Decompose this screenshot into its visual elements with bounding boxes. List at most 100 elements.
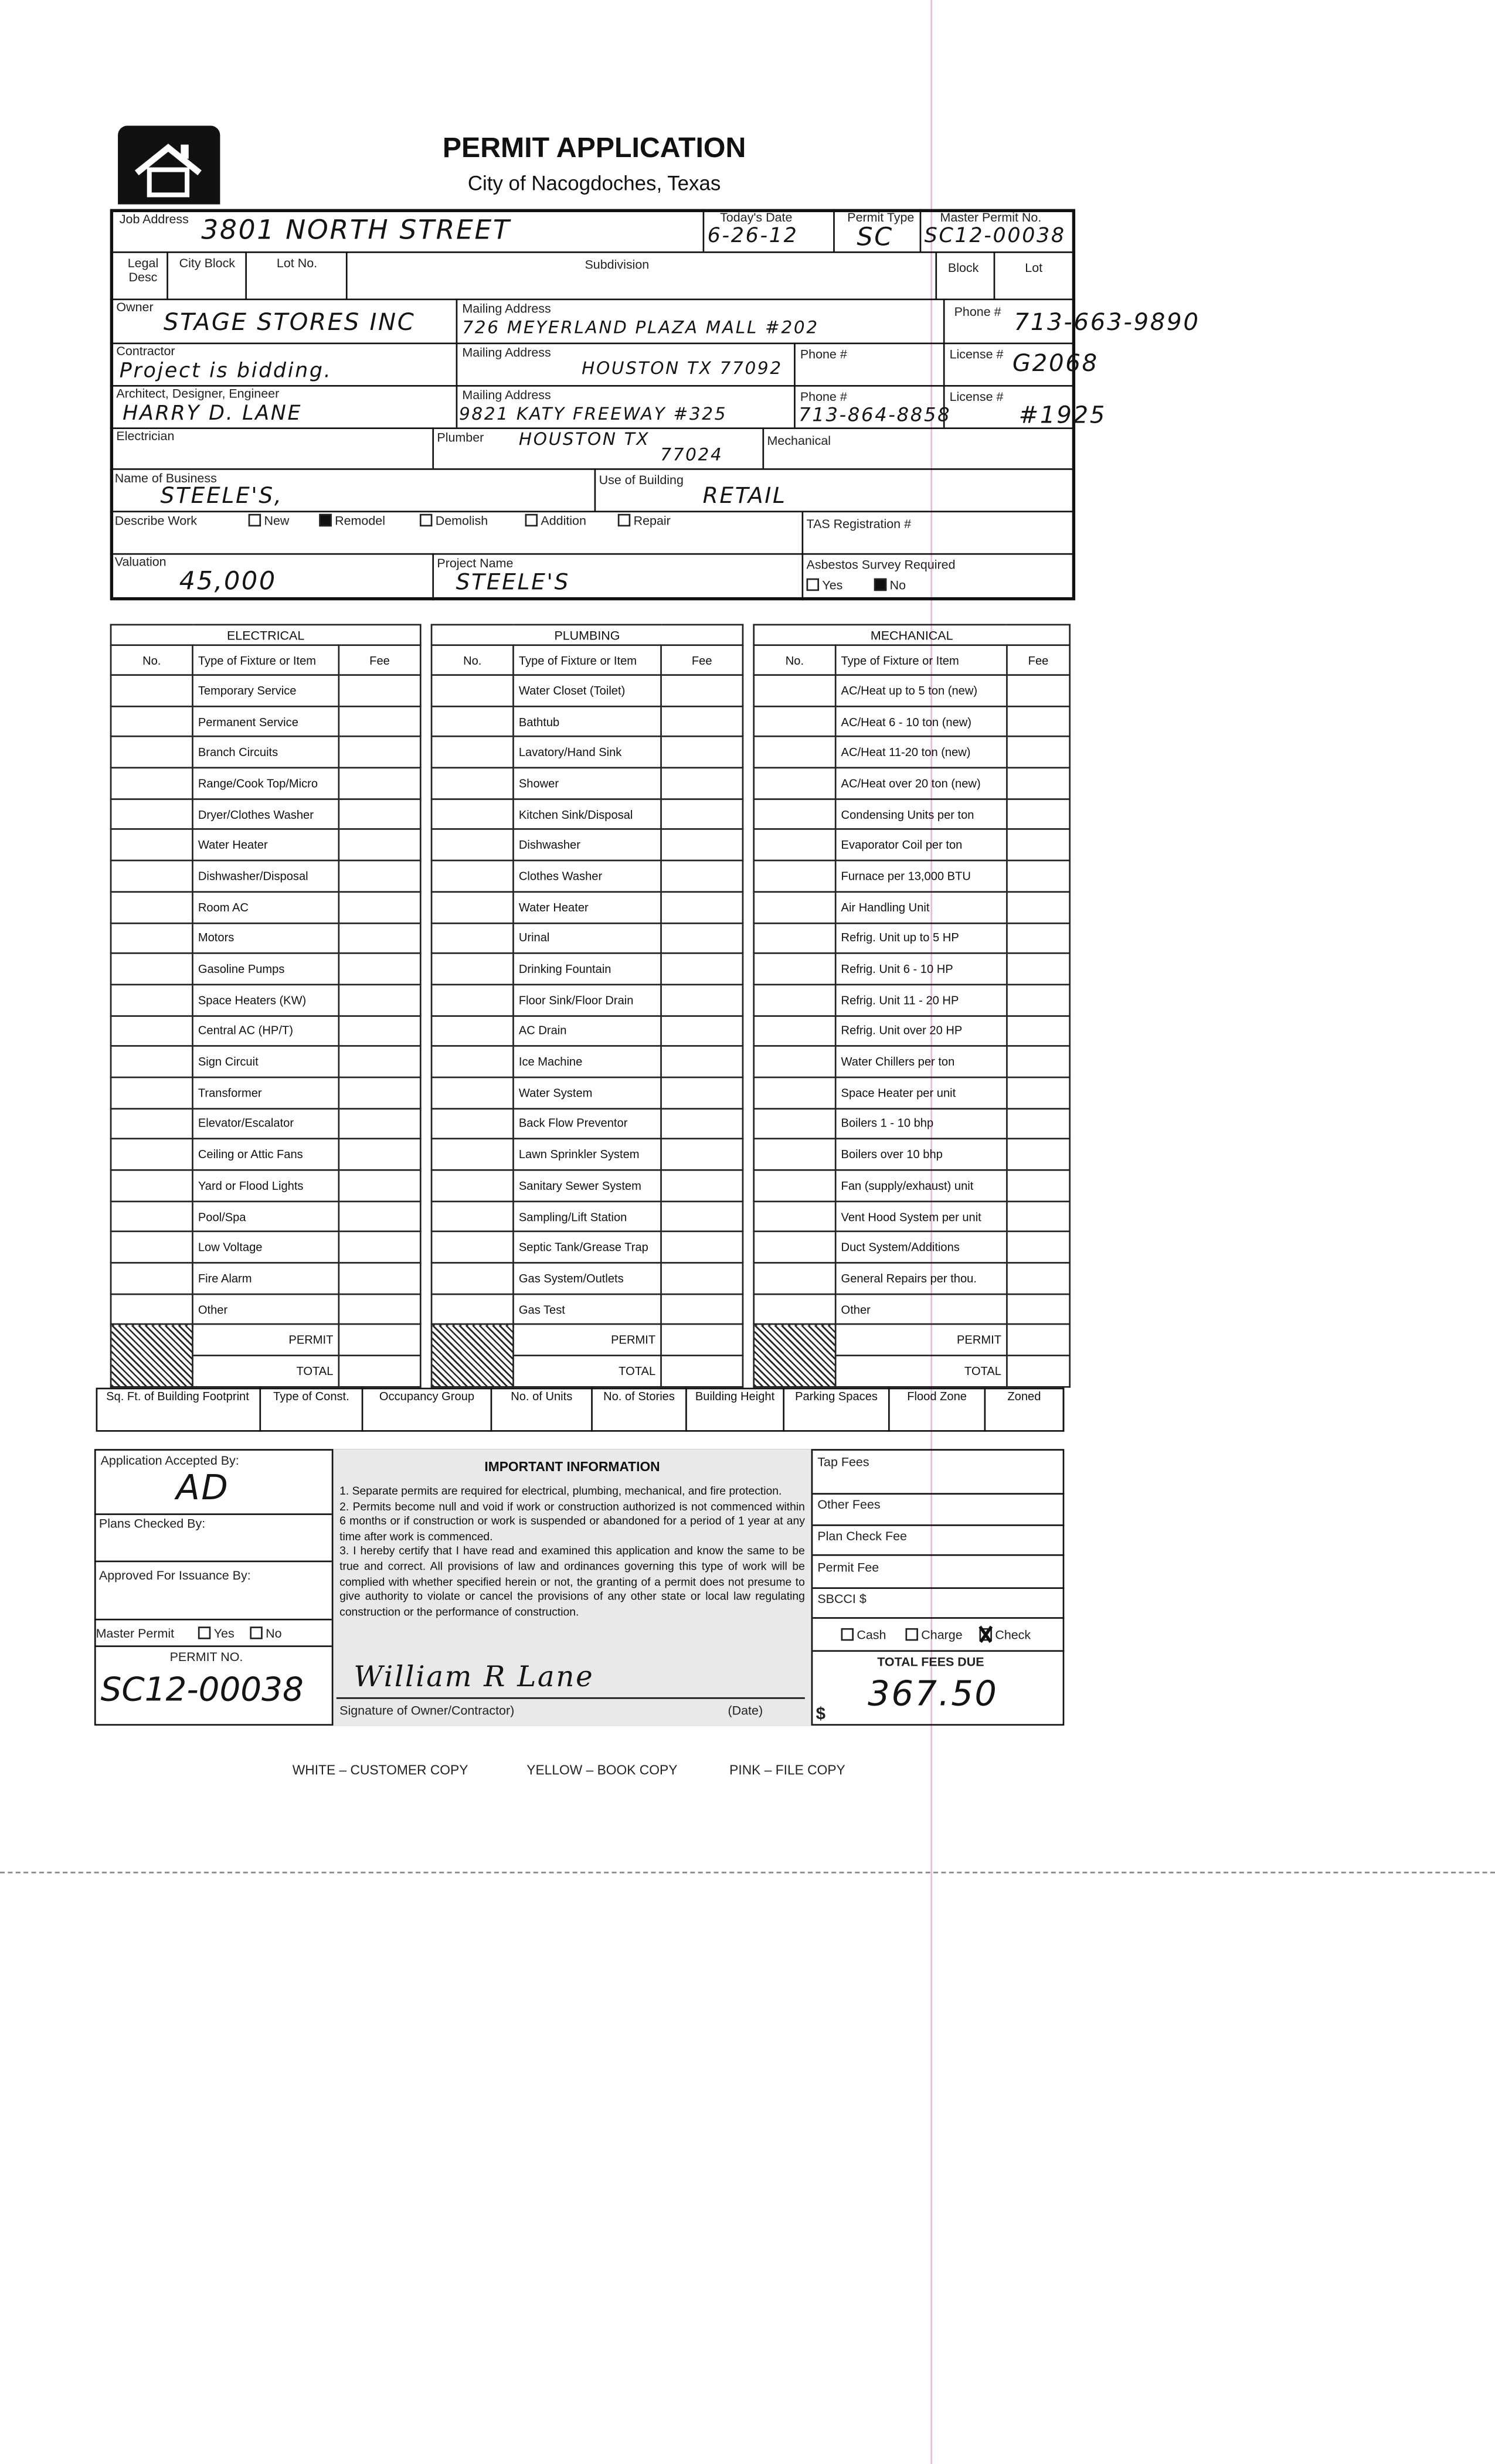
building-field[interactable]: No. of Units bbox=[492, 1387, 593, 1432]
no-cell[interactable] bbox=[430, 767, 514, 800]
fee-cell[interactable] bbox=[1006, 767, 1071, 800]
fee-cell[interactable] bbox=[338, 1262, 422, 1295]
fee-cell[interactable] bbox=[1006, 1076, 1071, 1110]
fee-cell[interactable] bbox=[1006, 890, 1071, 924]
building-field[interactable]: Parking Spaces bbox=[784, 1387, 890, 1432]
accepted-by-initials[interactable]: AD bbox=[176, 1469, 230, 1509]
architect-phone-field[interactable]: 713-864-8858 bbox=[799, 404, 952, 426]
fee-cell[interactable] bbox=[1006, 674, 1071, 707]
no-cell[interactable] bbox=[430, 798, 514, 831]
no-cell[interactable] bbox=[430, 1107, 514, 1140]
no-cell[interactable] bbox=[110, 1200, 193, 1233]
fee-cell[interactable] bbox=[1006, 1231, 1071, 1264]
no-cell[interactable] bbox=[430, 736, 514, 769]
describe-demolish-checkbox[interactable]: Demolish bbox=[419, 513, 488, 528]
fee-cell[interactable] bbox=[1006, 1138, 1071, 1171]
fee-cell[interactable] bbox=[660, 1262, 744, 1295]
no-cell[interactable] bbox=[430, 860, 514, 893]
fee-cell[interactable] bbox=[1006, 736, 1071, 769]
no-cell[interactable] bbox=[110, 921, 193, 955]
fee-cell[interactable] bbox=[660, 674, 744, 707]
job-address-field[interactable]: 3801 NORTH STREET bbox=[201, 215, 511, 247]
project-name-field[interactable]: STEELE'S bbox=[456, 570, 570, 596]
building-field[interactable]: Sq. Ft. of Building Footprint bbox=[96, 1387, 261, 1432]
fee-cell[interactable] bbox=[660, 767, 744, 800]
no-cell[interactable] bbox=[110, 890, 193, 924]
fee-cell[interactable] bbox=[1006, 952, 1071, 985]
no-cell[interactable] bbox=[430, 829, 514, 862]
no-cell[interactable] bbox=[430, 1076, 514, 1110]
fee-cell[interactable] bbox=[660, 1138, 744, 1171]
no-cell[interactable] bbox=[753, 1015, 837, 1047]
no-cell[interactable] bbox=[753, 705, 837, 738]
architect-license-field[interactable]: #1925 bbox=[1018, 400, 1107, 430]
describe-addition-checkbox[interactable]: Addition bbox=[525, 513, 586, 528]
business-name-field[interactable]: STEELE'S, bbox=[160, 484, 283, 509]
fee-cell[interactable] bbox=[660, 736, 744, 769]
no-cell[interactable] bbox=[110, 674, 193, 707]
no-cell[interactable] bbox=[110, 829, 193, 862]
permit-no-field[interactable]: SC12-00038 bbox=[100, 1670, 304, 1709]
no-cell[interactable] bbox=[753, 829, 837, 862]
fee-cell[interactable] bbox=[338, 983, 422, 1016]
no-cell[interactable] bbox=[753, 1138, 837, 1171]
building-field[interactable]: Flood Zone bbox=[890, 1387, 986, 1432]
no-cell[interactable] bbox=[110, 1231, 193, 1264]
building-field[interactable]: Building Height bbox=[687, 1387, 785, 1432]
fee-cell[interactable] bbox=[1006, 1045, 1071, 1078]
fee-cell[interactable] bbox=[338, 705, 422, 738]
permit-type-field[interactable]: SC bbox=[857, 222, 893, 252]
no-cell[interactable] bbox=[430, 674, 514, 707]
fee-cell[interactable] bbox=[338, 1231, 422, 1264]
fee-cell[interactable] bbox=[338, 1045, 422, 1078]
no-cell[interactable] bbox=[110, 1169, 193, 1202]
fee-cell[interactable] bbox=[338, 860, 422, 893]
permit-fee-cell[interactable] bbox=[338, 1323, 422, 1357]
fee-cell[interactable] bbox=[1006, 1015, 1071, 1047]
check-checkbox[interactable]: Check bbox=[979, 1628, 1031, 1642]
no-cell[interactable] bbox=[110, 1262, 193, 1295]
fee-cell[interactable] bbox=[660, 1293, 744, 1326]
no-cell[interactable] bbox=[430, 705, 514, 738]
describe-new-checkbox[interactable]: New bbox=[248, 513, 289, 528]
no-cell[interactable] bbox=[110, 952, 193, 985]
fee-cell[interactable] bbox=[338, 1169, 422, 1202]
building-field[interactable]: No. of Stories bbox=[593, 1387, 687, 1432]
contractor-license-field[interactable]: G2068 bbox=[1012, 349, 1099, 377]
fee-cell[interactable] bbox=[660, 1107, 744, 1140]
no-cell[interactable] bbox=[753, 736, 837, 769]
owner-mailing-line2[interactable]: HOUSTON TX 77092 bbox=[582, 358, 783, 379]
fee-cell[interactable] bbox=[1006, 1169, 1071, 1202]
no-cell[interactable] bbox=[110, 736, 193, 769]
no-cell[interactable] bbox=[110, 1293, 193, 1326]
describe-remodel-checkbox[interactable]: Remodel bbox=[319, 513, 385, 528]
no-cell[interactable] bbox=[430, 921, 514, 955]
master-permit-no-checkbox[interactable]: No bbox=[250, 1626, 282, 1641]
no-cell[interactable] bbox=[753, 1293, 837, 1326]
no-cell[interactable] bbox=[753, 767, 837, 800]
fee-cell[interactable] bbox=[338, 674, 422, 707]
fee-cell[interactable] bbox=[660, 1169, 744, 1202]
no-cell[interactable] bbox=[753, 952, 837, 985]
fee-cell[interactable] bbox=[660, 1076, 744, 1110]
no-cell[interactable] bbox=[430, 890, 514, 924]
architect-field[interactable]: HARRY D. LANE bbox=[123, 402, 303, 426]
no-cell[interactable] bbox=[430, 1015, 514, 1047]
fee-cell[interactable] bbox=[660, 860, 744, 893]
fee-cell[interactable] bbox=[1006, 983, 1071, 1016]
no-cell[interactable] bbox=[753, 921, 837, 955]
fee-cell[interactable] bbox=[1006, 798, 1071, 831]
fee-cell[interactable] bbox=[338, 1293, 422, 1326]
no-cell[interactable] bbox=[430, 983, 514, 1016]
total-fees-field[interactable]: 367.50 bbox=[868, 1675, 998, 1715]
building-field[interactable]: Occupancy Group bbox=[363, 1387, 492, 1432]
no-cell[interactable] bbox=[430, 952, 514, 985]
no-cell[interactable] bbox=[110, 1015, 193, 1047]
no-cell[interactable] bbox=[753, 798, 837, 831]
valuation-field[interactable]: 45,000 bbox=[179, 566, 277, 596]
fee-cell[interactable] bbox=[338, 829, 422, 862]
total-fee-cell[interactable] bbox=[338, 1354, 422, 1388]
fee-cell[interactable] bbox=[338, 921, 422, 955]
use-of-building-field[interactable]: RETAIL bbox=[702, 484, 787, 509]
no-cell[interactable] bbox=[430, 1045, 514, 1078]
